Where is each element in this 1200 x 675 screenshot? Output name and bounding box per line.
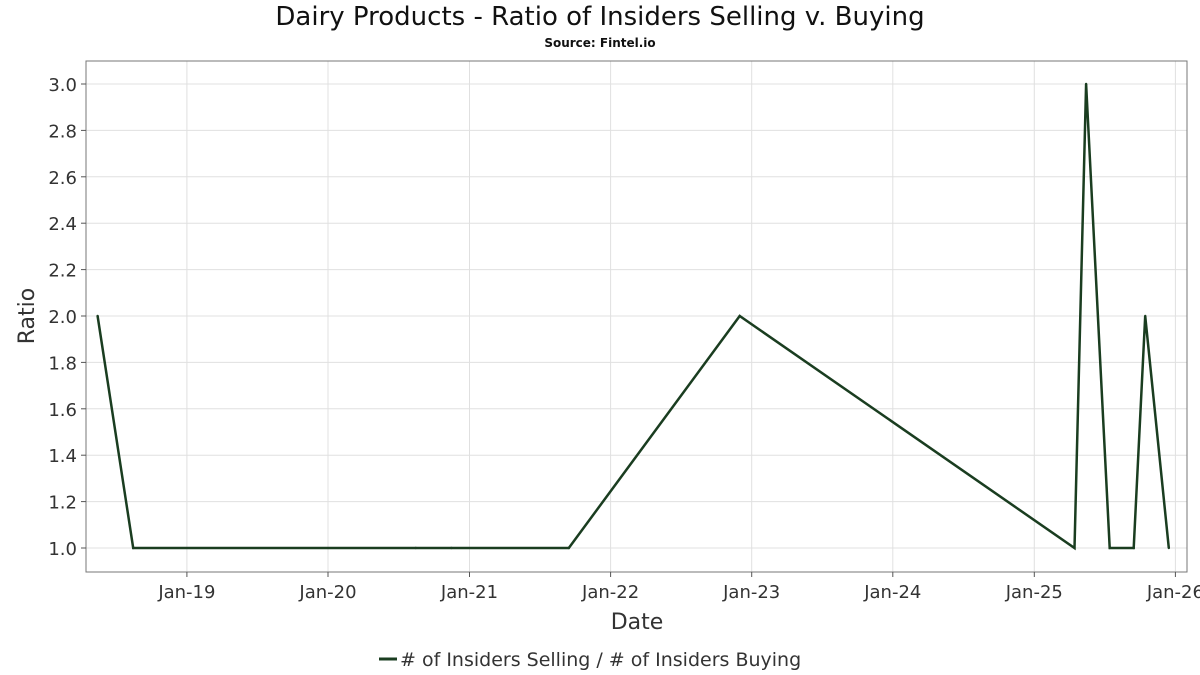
data-point: [96, 314, 99, 318]
x-tick-label: Jan-20: [298, 582, 356, 603]
y-tick-label: 3.0: [48, 75, 77, 96]
x-tick-label: Jan-24: [863, 582, 921, 603]
series-line-0: [96, 83, 1171, 551]
data-point: [1144, 314, 1147, 318]
data-point: [1132, 546, 1135, 550]
y-tick-label: 2.6: [48, 168, 77, 189]
chart-title: Dairy Products - Ratio of Insiders Selli…: [275, 2, 925, 32]
data-point: [1084, 82, 1088, 86]
y-tick-label: 2.8: [48, 121, 77, 142]
data-point: [738, 314, 741, 318]
y-tick-label: 1.2: [48, 493, 77, 514]
x-tick-label: Jan-19: [157, 582, 215, 603]
data-point: [450, 546, 453, 550]
data-point: [131, 546, 135, 550]
x-tick-label: Jan-26: [1146, 582, 1200, 603]
data-point: [1108, 546, 1111, 550]
y-axis-label: Ratio: [15, 288, 40, 344]
y-axis-ticks: 1.0 1.2 1.4 1.6 1.8 2.0 2.2 2.4 2.6 2.8 3.0: [48, 75, 86, 560]
y-tick-label: 1.4: [48, 446, 77, 467]
x-tick-label: Jan-22: [581, 582, 639, 603]
y-tick-label: 2.4: [48, 214, 77, 235]
grid: [86, 61, 1187, 572]
x-tick-label: Jan-23: [722, 582, 780, 603]
legend-label: # of Insiders Selling / # of Insiders Bu…: [400, 649, 801, 671]
x-axis-ticks: Jan-19 Jan-20 Jan-21 Jan-22 Jan-23 Jan-24 Jan-…: [157, 572, 1200, 603]
y-tick-label: 1.8: [48, 353, 77, 374]
legend: # of Insiders Selling / # of Insiders Bu…: [379, 649, 801, 671]
series-layer: [96, 82, 1171, 551]
data-point: [1073, 546, 1076, 550]
data-point: [414, 546, 417, 550]
x-tick-label: Jan-21: [440, 582, 498, 603]
y-tick-label: 1.0: [48, 539, 77, 560]
y-tick-label: 2.2: [48, 261, 77, 282]
data-point: [567, 546, 571, 550]
x-tick-label: Jan-25: [1005, 582, 1063, 603]
y-tick-label: 1.6: [48, 400, 77, 421]
chart-subtitle: Source: Fintel.io: [544, 36, 656, 50]
x-axis-label: Date: [611, 610, 664, 635]
y-tick-label: 2.0: [48, 307, 77, 328]
data-point: [1167, 546, 1171, 550]
